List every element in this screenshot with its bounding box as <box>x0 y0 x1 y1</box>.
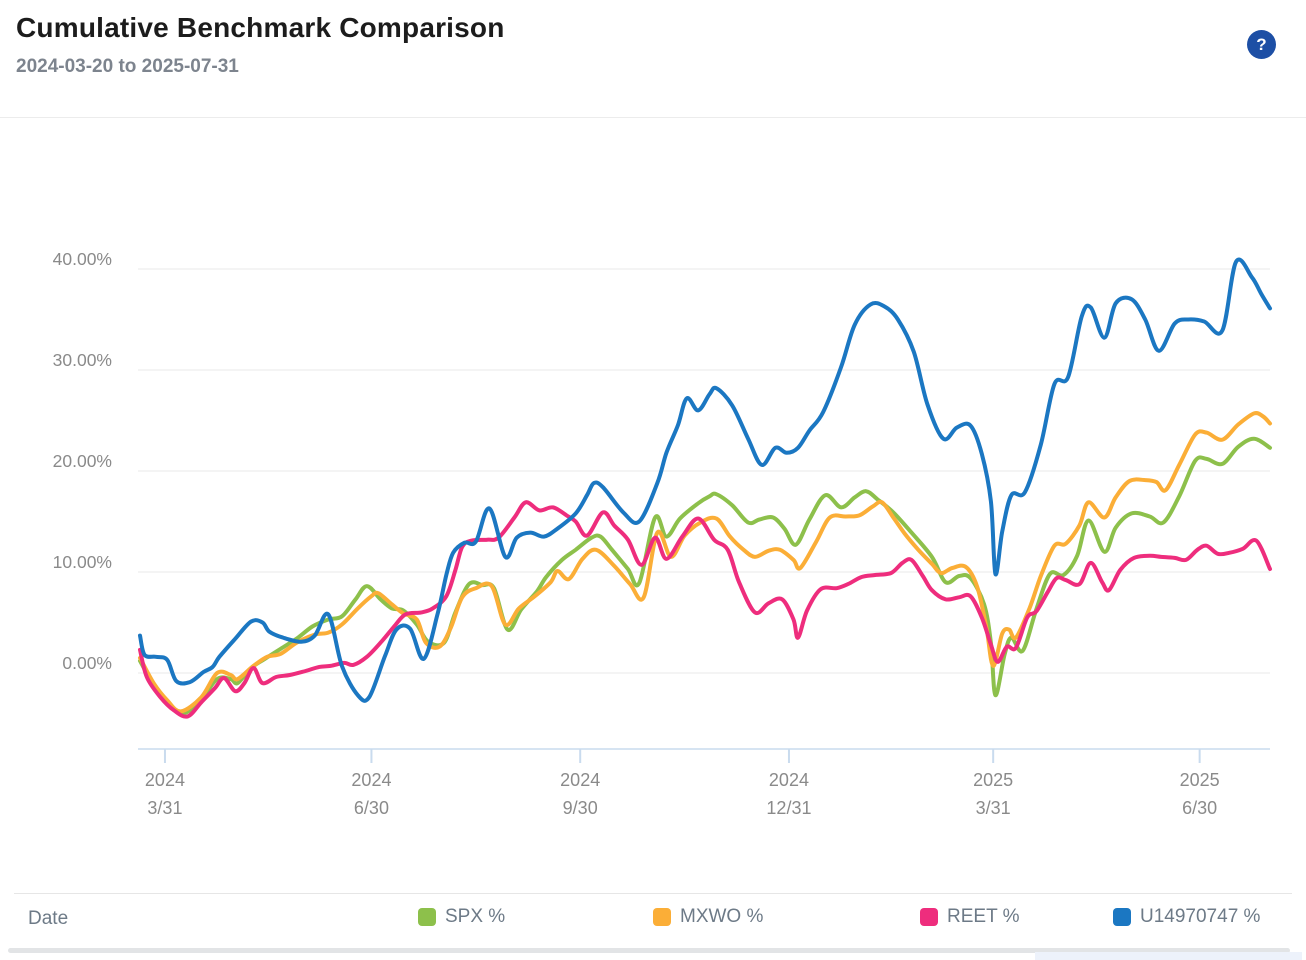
legend-item-label: SPX % <box>445 906 506 927</box>
legend-item-reet[interactable]: REET % <box>920 906 1020 928</box>
series-line-REET <box>138 500 1272 719</box>
date-range-subtitle: 2024-03-20 to 2025-07-31 <box>16 56 239 77</box>
x-axis-tick-year: 2024 <box>145 770 185 790</box>
page-title: Cumulative Benchmark Comparison <box>16 12 505 43</box>
y-axis-tick-label: 30.00% <box>53 350 112 370</box>
horizontal-scrollbar[interactable] <box>8 948 1290 953</box>
legend-x-axis-label: Date <box>28 908 69 929</box>
x-axis-tick-year: 2024 <box>560 770 600 790</box>
series-line-MXWO <box>138 411 1272 714</box>
series-line-U14970747 <box>138 257 1272 703</box>
x-axis-tick-year: 2024 <box>769 770 809 790</box>
x-axis-tick-date: 6/30 <box>354 798 389 818</box>
x-axis-tick-year: 2025 <box>973 770 1013 790</box>
legend-item-label: MXWO % <box>680 906 764 927</box>
legend-item-label: REET % <box>947 906 1020 927</box>
x-axis-tick-date: 3/31 <box>147 798 182 818</box>
spx-swatch-icon <box>418 908 436 926</box>
x-axis-tick-date: 12/31 <box>766 798 811 818</box>
reet-swatch-icon <box>920 908 938 926</box>
y-axis-tick-label: 10.00% <box>53 552 112 572</box>
y-axis-tick-label: 20.00% <box>53 451 112 471</box>
series-line-SPX <box>138 436 1272 716</box>
legend-divider <box>14 893 1292 894</box>
x-axis-tick-date: 6/30 <box>1182 798 1217 818</box>
legend-item-spx[interactable]: SPX % <box>418 906 505 928</box>
legend-item-mxwo[interactable]: MXWO % <box>653 906 763 928</box>
y-axis-tick-label: 40.00% <box>53 249 112 269</box>
legend-item-u14970747[interactable]: U14970747 % <box>1113 906 1260 928</box>
help-button[interactable]: ? <box>1247 30 1276 59</box>
x-axis-tick-date: 9/30 <box>563 798 598 818</box>
header-divider <box>0 117 1306 118</box>
y-axis-tick-label: 0.00% <box>62 653 112 673</box>
legend-item-label: U14970747 % <box>1140 906 1261 927</box>
u14970747-swatch-icon <box>1113 908 1131 926</box>
x-axis-tick-year: 2024 <box>351 770 391 790</box>
mxwo-swatch-icon <box>653 908 671 926</box>
x-axis-tick-year: 2025 <box>1180 770 1220 790</box>
scrollbar-selection[interactable] <box>1035 952 1302 960</box>
x-axis-tick-date: 3/31 <box>976 798 1011 818</box>
